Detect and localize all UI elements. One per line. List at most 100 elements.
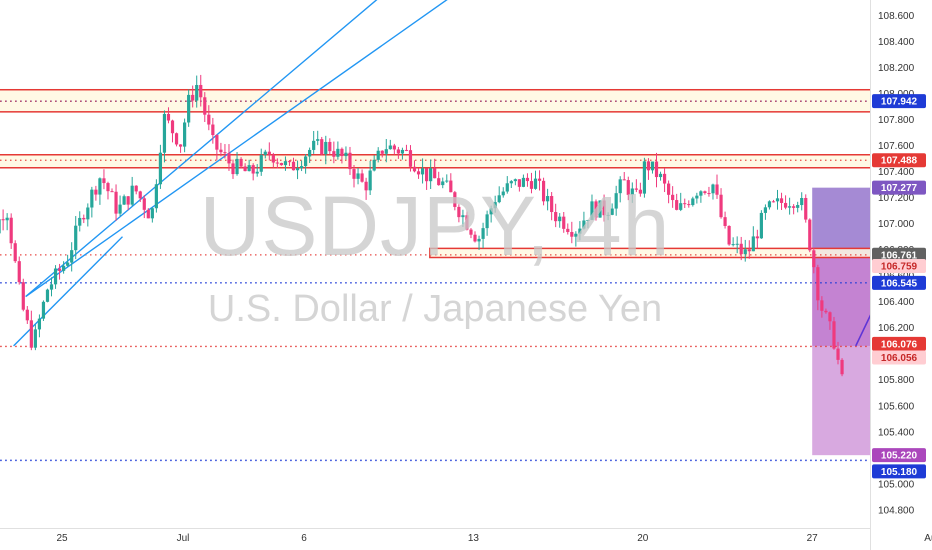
bullish-candle <box>5 217 9 221</box>
bullish-candle <box>420 168 425 175</box>
bearish-candle <box>29 320 33 348</box>
bullish-candle <box>308 149 312 157</box>
bullish-candle <box>368 170 372 191</box>
bullish-candle <box>388 145 392 150</box>
bearish-candle <box>703 191 707 194</box>
bullish-candle <box>195 84 199 101</box>
bullish-candle <box>618 179 622 194</box>
bearish-candle <box>727 225 731 245</box>
bearish-candle <box>457 206 461 218</box>
time-axis[interactable]: 25Jul6132027Aug10 <box>0 528 932 550</box>
bearish-candle <box>747 249 751 252</box>
bearish-candle <box>360 173 364 182</box>
bearish-candle <box>820 300 824 311</box>
bullish-candle <box>70 250 74 263</box>
price-label-text: 105.220 <box>881 451 918 462</box>
bullish-candle <box>461 215 465 218</box>
price-label-text: 106.076 <box>881 339 918 350</box>
price-tick-label: 104.800 <box>878 505 915 516</box>
bearish-candle <box>243 166 247 172</box>
bearish-candle <box>687 204 691 206</box>
trendline <box>25 0 448 298</box>
bearish-candle <box>138 191 142 199</box>
time-tick-label: 20 <box>637 533 649 544</box>
bearish-candle <box>707 193 711 195</box>
price-label-text: 107.488 <box>881 156 918 167</box>
bullish-candle <box>731 244 735 246</box>
bullish-candle <box>501 191 505 196</box>
bullish-candle <box>336 148 340 157</box>
bullish-candle <box>263 151 267 155</box>
bearish-candle <box>832 321 836 349</box>
price-tick-label: 107.000 <box>878 219 915 230</box>
bearish-candle <box>517 179 521 187</box>
price-label-badge <box>872 464 926 479</box>
bullish-candle <box>711 184 715 194</box>
price-tick-label: 107.800 <box>878 115 915 126</box>
bearish-candle <box>634 188 638 190</box>
bearish-candle <box>675 200 679 210</box>
price-label-badge <box>872 275 926 290</box>
bullish-candle <box>679 203 683 210</box>
bearish-candle <box>646 161 651 171</box>
time-tick-label: 25 <box>56 533 68 544</box>
bullish-candle <box>796 205 800 208</box>
bearish-candle <box>17 261 21 283</box>
bullish-candle <box>767 201 772 208</box>
bearish-candle <box>267 151 271 155</box>
bearish-candle <box>106 183 110 192</box>
bullish-candle <box>485 214 489 229</box>
bullish-candle <box>372 159 376 171</box>
bearish-candle <box>453 192 457 207</box>
price-label-badge <box>872 94 926 109</box>
bearish-candle <box>792 206 796 208</box>
bullish-candle <box>445 180 449 182</box>
bullish-candle <box>800 197 804 206</box>
bullish-candle <box>154 184 158 209</box>
bearish-candle <box>191 94 195 101</box>
bullish-candle <box>33 329 37 348</box>
bullish-candle <box>400 149 405 154</box>
bearish-candle <box>271 154 275 163</box>
bullish-candle <box>158 152 163 185</box>
bullish-candle <box>316 139 320 141</box>
bearish-candle <box>537 178 542 181</box>
bullish-candle <box>283 161 288 166</box>
bearish-candle <box>812 250 816 268</box>
price-label-text: 107.942 <box>881 97 918 108</box>
bearish-candle <box>227 153 231 164</box>
bullish-candle <box>324 141 328 155</box>
bullish-candle <box>614 193 618 209</box>
bullish-candle <box>118 204 122 214</box>
bullish-candle <box>590 201 594 221</box>
bearish-candle <box>94 189 98 195</box>
bullish-candle <box>295 168 300 171</box>
bearish-candle <box>562 216 566 229</box>
bullish-candle <box>606 214 610 216</box>
bullish-candle <box>699 191 703 196</box>
bearish-candle <box>279 163 284 166</box>
price-label-text: 106.056 <box>881 353 918 364</box>
price-tick-label: 106.200 <box>878 323 915 334</box>
resistance-zones[interactable] <box>0 88 932 259</box>
bearish-candle <box>570 232 574 237</box>
horizontal-levels[interactable] <box>0 100 870 462</box>
bullish-candle <box>37 318 42 330</box>
bearish-candle <box>219 149 223 153</box>
bullish-candle <box>429 168 433 182</box>
price-tick-label: 106.400 <box>878 297 915 308</box>
bullish-candle <box>122 196 126 205</box>
bearish-candle <box>667 183 671 195</box>
bullish-candle <box>130 185 134 205</box>
bearish-candle <box>392 145 396 150</box>
bearish-candle <box>9 217 13 244</box>
bullish-candle <box>582 220 586 229</box>
bearish-candle <box>348 152 352 170</box>
resistance-zone <box>0 154 932 169</box>
price-tick-label: 107.200 <box>878 193 915 204</box>
bullish-candle <box>610 208 614 215</box>
bullish-candle <box>650 161 655 171</box>
bearish-candle <box>755 236 759 239</box>
bullish-candle <box>255 171 259 174</box>
